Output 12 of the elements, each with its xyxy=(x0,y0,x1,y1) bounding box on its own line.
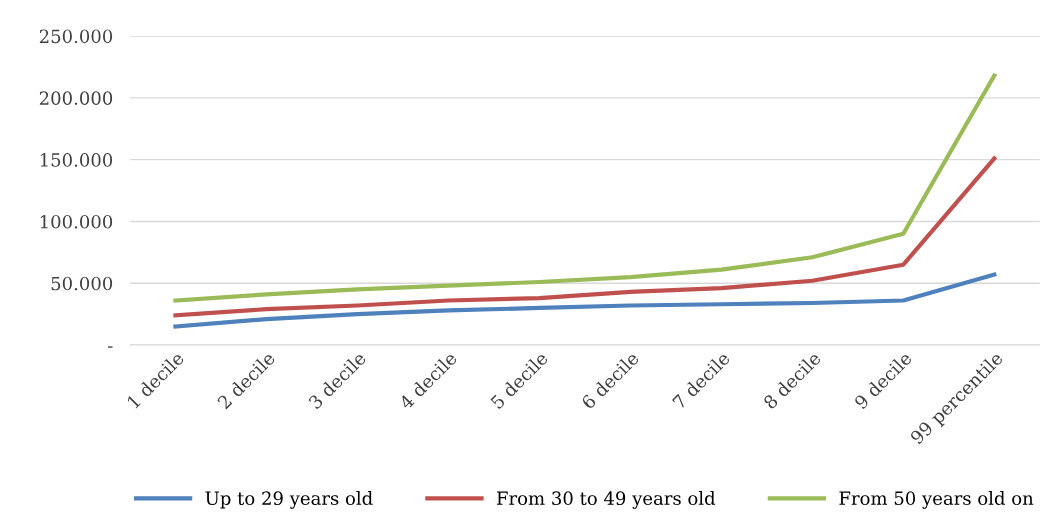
legend-label: From 30 to 49 years old xyxy=(496,491,716,509)
y-tick-label: 150.000 xyxy=(40,153,113,167)
y-tick-label: 250.000 xyxy=(39,29,113,44)
legend-label: From 50 years old on xyxy=(839,491,1034,509)
line-series xyxy=(173,272,997,329)
line-series xyxy=(173,156,997,318)
line-series xyxy=(173,73,997,303)
y-tick-label: - xyxy=(108,346,113,348)
y-tick-label: 100.000 xyxy=(40,214,113,229)
y-tick-label: 200.000 xyxy=(39,91,113,105)
legend-label: Up to 29 years old xyxy=(205,491,373,509)
y-tick-label: 50.000 xyxy=(51,276,113,291)
